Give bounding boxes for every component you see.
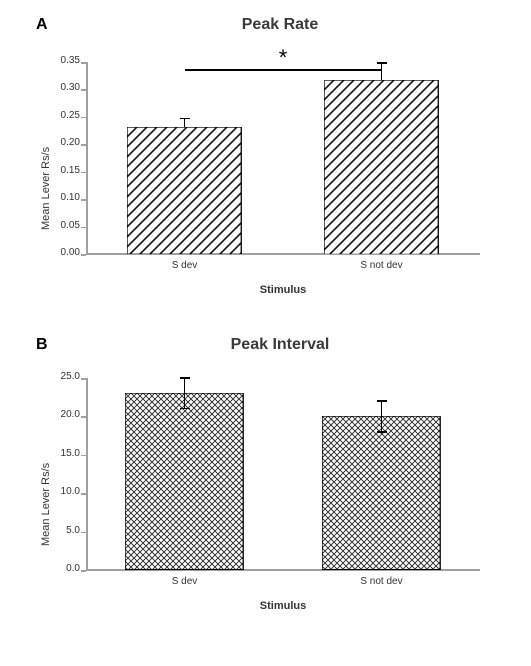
ytick-mark <box>81 493 86 495</box>
ytick-mark <box>81 455 86 457</box>
ytick-label: 0.0 <box>50 563 80 574</box>
panel-a-letter: A <box>36 16 48 34</box>
panel-a-xlabel: Stimulus <box>86 284 480 296</box>
xtick-label: S dev <box>135 576 235 587</box>
ytick-label: 0.20 <box>50 137 80 148</box>
bar <box>322 416 440 570</box>
panel-b-title: Peak Interval <box>180 336 380 354</box>
ytick-label: 15.0 <box>50 448 80 459</box>
ytick-mark <box>81 416 86 418</box>
ytick-mark <box>81 172 86 174</box>
xtick-label: S dev <box>135 260 235 271</box>
significance-marker: * <box>263 45 303 71</box>
ytick-label: 0.15 <box>50 165 80 176</box>
errorbar-cap <box>377 400 387 402</box>
ytick-mark <box>81 117 86 119</box>
bar <box>324 80 438 254</box>
errorbar-stem <box>184 378 186 409</box>
errorbar-cap <box>180 118 190 120</box>
ytick-label: 0.00 <box>50 247 80 258</box>
errorbar-cap <box>180 377 190 379</box>
ytick-mark <box>81 254 86 256</box>
figure-container: A Peak Rate * Mean Lever Rs/s Stimulus B… <box>0 0 531 666</box>
panel-a-plot: * <box>86 62 480 254</box>
panelB-y-axis <box>86 378 88 570</box>
ytick-label: 0.35 <box>50 55 80 66</box>
ytick-mark <box>81 199 86 201</box>
ytick-label: 0.25 <box>50 110 80 121</box>
ytick-label: 0.10 <box>50 192 80 203</box>
panel-a-ylabel: Mean Lever Rs/s <box>40 147 52 230</box>
ytick-mark <box>81 89 86 91</box>
errorbar-cap <box>377 431 387 433</box>
panel-b-letter: B <box>36 336 48 354</box>
ytick-mark <box>81 227 86 229</box>
ytick-label: 5.0 <box>50 525 80 536</box>
ytick-label: 0.30 <box>50 82 80 93</box>
ytick-label: 0.05 <box>50 220 80 231</box>
errorbar-stem <box>381 401 383 432</box>
ytick-mark <box>81 144 86 146</box>
errorbar-cap <box>377 62 387 64</box>
xtick-label: S not dev <box>332 260 432 271</box>
panel-b-plot <box>86 378 480 570</box>
ytick-mark <box>81 570 86 572</box>
ytick-label: 10.0 <box>50 486 80 497</box>
bar <box>127 127 241 254</box>
errorbar-stem <box>381 63 383 79</box>
ytick-mark <box>81 378 86 380</box>
errorbar-cap <box>180 408 190 410</box>
errorbar-stem <box>184 119 186 127</box>
panel-a-title: Peak Rate <box>180 16 380 34</box>
panel-b-xlabel: Stimulus <box>86 600 480 612</box>
bar <box>125 393 243 570</box>
ytick-mark <box>81 62 86 64</box>
panelA-y-axis <box>86 62 88 254</box>
xtick-label: S not dev <box>332 576 432 587</box>
ytick-mark <box>81 532 86 534</box>
ytick-label: 25.0 <box>50 371 80 382</box>
ytick-label: 20.0 <box>50 409 80 420</box>
